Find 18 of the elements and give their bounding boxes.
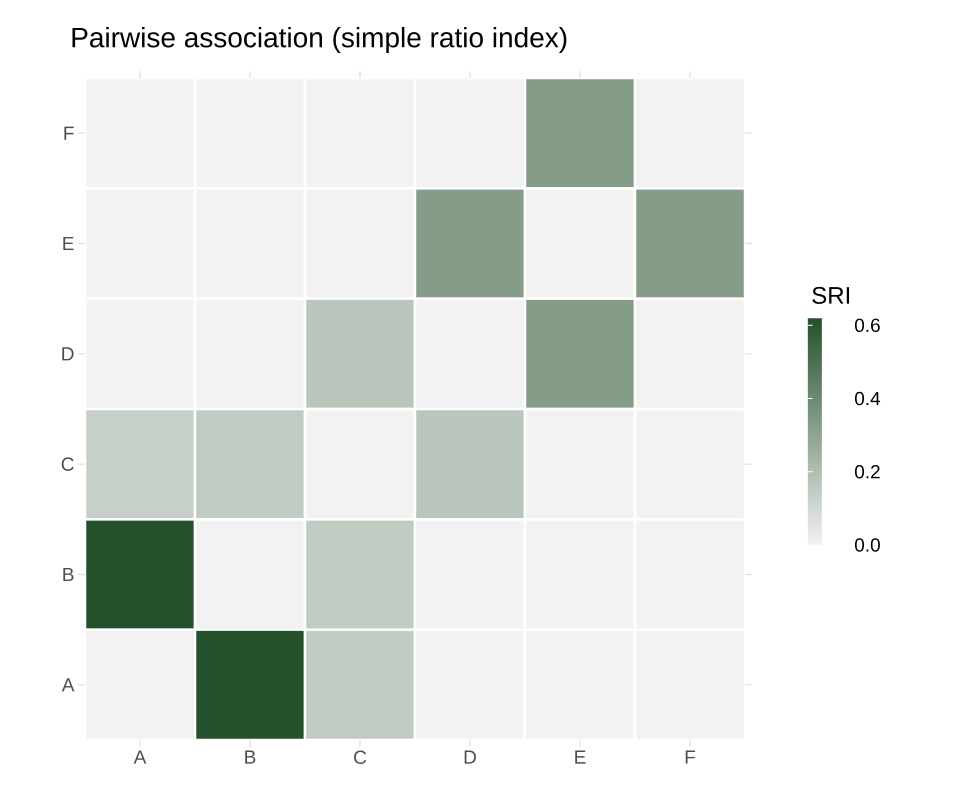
x-tick-label: B <box>245 750 256 764</box>
y-tick-label: B <box>63 568 74 582</box>
y-tick-label: A <box>62 678 74 692</box>
x-tick-label: D <box>464 750 476 764</box>
color-bar-title: SRI <box>812 286 850 304</box>
x-tick-label: E <box>575 750 586 764</box>
y-tick-label: F <box>64 126 74 140</box>
color-bar-label: 0.6 <box>854 318 880 332</box>
x-tick-label: F <box>686 750 696 764</box>
color-bar-label: 0.4 <box>854 392 880 406</box>
color-bar-label: 0.2 <box>854 465 880 478</box>
chart-title: Pairwise association (simple ratio index) <box>72 26 566 54</box>
x-tick-label: C <box>354 750 366 764</box>
x-tick-label: A <box>134 750 146 764</box>
y-tick-label: E <box>63 236 74 250</box>
color-bar-label: 0.0 <box>854 538 880 552</box>
y-tick-label: C <box>62 457 74 471</box>
y-tick-label: D <box>62 347 74 360</box>
